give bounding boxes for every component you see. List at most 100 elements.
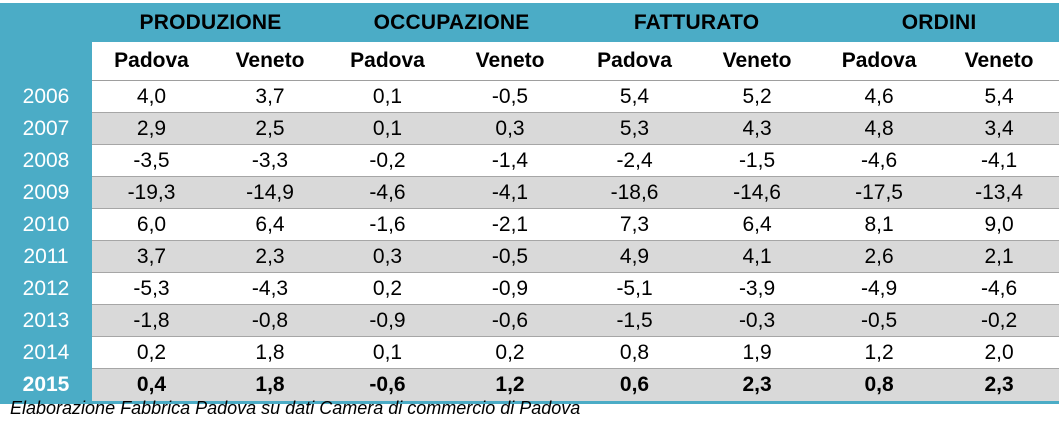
value-cell: 5,2 [695,80,820,113]
value-cell: 2,9 [92,112,211,145]
value-cell: -0,6 [329,368,447,404]
table-row: 2013 -1,8 -0,8 -0,9 -0,6 -1,5 -0,3 -0,5 -0,2 [0,304,1059,337]
value-cell: -1,5 [695,144,820,177]
value-cell: 5,4 [574,80,696,113]
table-row: 2015 0,4 1,8 -0,6 1,2 0,6 2,3 0,8 2,3 [0,368,1059,404]
sub-header-cell: Padova [819,42,940,81]
value-cell: -14,9 [211,176,330,209]
table-row: 2011 3,7 2,3 0,3 -0,5 4,9 4,1 2,6 2,1 [0,240,1059,273]
value-cell: -0,2 [939,304,1059,337]
sub-header-cell: Veneto [939,42,1059,81]
value-cell: 0,2 [92,336,211,369]
value-cell: 2,5 [211,112,330,145]
value-cell: -3,3 [211,144,330,177]
value-cell: -4,3 [211,272,330,305]
group-header-occupazione: OCCUPAZIONE [329,3,575,42]
value-cell: 4,3 [695,112,820,145]
value-cell: -3,5 [92,144,211,177]
value-cell: 4,1 [695,240,820,273]
value-cell: -3,9 [695,272,820,305]
value-cell: -0,3 [695,304,820,337]
table-body: 2006 4,0 3,7 0,1 -0,5 5,4 5,2 4,6 5,4 2007 2,9 2,5 0… [0,80,1059,404]
sub-header-cell: Padova [92,42,211,81]
value-cell: 1,2 [819,336,940,369]
value-cell: 1,9 [695,336,820,369]
year-cell: 2010 [0,208,92,241]
sub-header-cell: Veneto [695,42,820,81]
group-header-fatturato: FATTURATO [574,3,820,42]
value-cell: -0,6 [446,304,575,337]
value-cell: 1,8 [211,336,330,369]
value-cell: -17,5 [819,176,940,209]
value-cell: -0,8 [211,304,330,337]
table-row: 2008 -3,5 -3,3 -0,2 -1,4 -2,4 -1,5 -4,6 -4,1 [0,144,1059,177]
value-cell: 0,8 [574,336,696,369]
table-row: 2012 -5,3 -4,3 0,2 -0,9 -5,1 -3,9 -4,9 -4,6 [0,272,1059,305]
value-cell: -0,5 [446,240,575,273]
value-cell: 2,3 [211,240,330,273]
value-cell: 0,3 [446,112,575,145]
value-cell: 4,9 [574,240,696,273]
value-cell: 1,2 [446,368,575,404]
value-cell: -1,6 [329,208,447,241]
value-cell: -0,9 [329,304,447,337]
table-row: 2014 0,2 1,8 0,1 0,2 0,8 1,9 1,2 2,0 [0,336,1059,369]
table-row: 2006 4,0 3,7 0,1 -0,5 5,4 5,2 4,6 5,4 [0,80,1059,113]
value-cell: 6,4 [211,208,330,241]
year-cell: 2015 [0,368,92,404]
year-cell: 2012 [0,272,92,305]
sub-header-cell: Veneto [446,42,575,81]
value-cell: 0,6 [574,368,696,404]
value-cell: -18,6 [574,176,696,209]
value-cell: 0,1 [329,80,447,113]
value-cell: -1,4 [446,144,575,177]
table-row: 2009 -19,3 -14,9 -4,6 -4,1 -18,6 -14,6 -17,5 -13… [0,176,1059,209]
value-cell: 0,3 [329,240,447,273]
value-cell: -4,6 [819,144,940,177]
value-cell: 2,0 [939,336,1059,369]
source-note: Elaborazione Fabbrica Padova su dati Cam… [10,398,581,418]
group-header-ordini: ORDINI [819,3,1059,42]
corner-cell-sub [0,42,92,81]
value-cell: 6,0 [92,208,211,241]
value-cell: 7,3 [574,208,696,241]
year-cell: 2013 [0,304,92,337]
value-cell: -0,5 [446,80,575,113]
sub-header-cell: Veneto [211,42,330,81]
group-header-row: PRODUZIONE OCCUPAZIONE FATTURATO ORDINI [0,3,1059,42]
value-cell: 3,4 [939,112,1059,145]
year-cell: 2008 [0,144,92,177]
value-cell: 1,8 [211,368,330,404]
value-cell: 4,0 [92,80,211,113]
sub-header-cell: Padova [574,42,696,81]
value-cell: 3,7 [211,80,330,113]
value-cell: -1,8 [92,304,211,337]
value-cell: -0,2 [329,144,447,177]
table-row: 2007 2,9 2,5 0,1 0,3 5,3 4,3 4,8 3,4 [0,112,1059,145]
sub-header-cell: Padova [329,42,447,81]
value-cell: 2,3 [939,368,1059,404]
indicators-table: PRODUZIONE OCCUPAZIONE FATTURATO ORDINI … [0,3,1059,404]
value-cell: 2,3 [695,368,820,404]
value-cell: 2,6 [819,240,940,273]
value-cell: -4,1 [939,144,1059,177]
value-cell: 6,4 [695,208,820,241]
value-cell: -4,1 [446,176,575,209]
year-cell: 2011 [0,240,92,273]
value-cell: 5,3 [574,112,696,145]
corner-cell [0,3,92,42]
value-cell: 5,4 [939,80,1059,113]
value-cell: -19,3 [92,176,211,209]
year-cell: 2006 [0,80,92,113]
value-cell: 0,8 [819,368,940,404]
value-cell: -2,4 [574,144,696,177]
value-cell: 0,2 [446,336,575,369]
value-cell: 4,6 [819,80,940,113]
table-row: 2010 6,0 6,4 -1,6 -2,1 7,3 6,4 8,1 9,0 [0,208,1059,241]
value-cell: -4,6 [329,176,447,209]
value-cell: 0,2 [329,272,447,305]
year-cell: 2009 [0,176,92,209]
value-cell: 8,1 [819,208,940,241]
year-cell: 2014 [0,336,92,369]
